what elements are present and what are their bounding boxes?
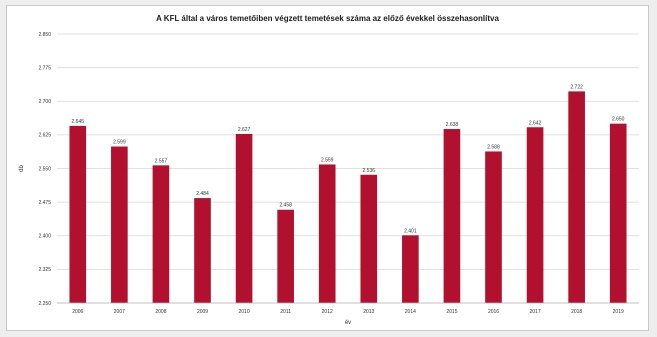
value-label: 2.484 (196, 191, 209, 197)
x-tick-label: 2009 (197, 309, 208, 315)
bar-2017 (526, 127, 544, 304)
y-tick-label: 2.475 (38, 200, 51, 206)
y-axis-label: db (19, 165, 25, 172)
bar-2010 (235, 133, 253, 303)
y-tick-label: 2.700 (38, 99, 51, 105)
value-label: 2.642 (529, 120, 542, 126)
bar-2008 (152, 165, 170, 303)
y-tick-label: 2.400 (38, 234, 51, 240)
x-tick-label: 2008 (155, 309, 166, 315)
y-tick-label: 2.250 (38, 301, 51, 307)
x-tick-label: 2007 (114, 309, 125, 315)
bar-2015 (443, 129, 461, 303)
y-tick-label: 2.850 (38, 32, 51, 38)
value-label: 2.645 (72, 119, 85, 125)
value-label: 2.650 (612, 117, 625, 123)
bar-2012 (318, 164, 336, 303)
bar-2016 (485, 151, 502, 303)
x-tick-label: 2019 (613, 309, 624, 315)
value-label: 2.722 (570, 84, 583, 90)
x-tick-label: 2006 (72, 309, 83, 315)
x-tick-label: 2016 (488, 309, 499, 315)
y-tick-label: 2.625 (38, 133, 51, 139)
bar-2019 (609, 123, 627, 304)
y-tick-label: 2.775 (38, 65, 51, 71)
y-tick-label: 2.325 (38, 267, 51, 273)
value-label: 2.638 (446, 122, 459, 128)
value-label: 2.401 (404, 228, 417, 234)
value-label: 2.557 (155, 158, 168, 164)
x-tick-label: 2011 (280, 309, 291, 315)
value-label: 2.559 (321, 157, 334, 163)
x-tick-label: 2015 (446, 309, 457, 315)
value-label: 2.536 (363, 168, 376, 174)
y-tick-label: 2.550 (38, 166, 51, 172)
chart-frame: A KFL által a város temetőiben végzett t… (6, 5, 649, 331)
value-label: 2.458 (279, 203, 292, 209)
x-tick-label: 2013 (363, 309, 374, 315)
bar-2011 (277, 209, 294, 303)
chart-title: A KFL által a város temetőiben végzett t… (156, 14, 499, 23)
x-tick-label: 2012 (322, 309, 333, 315)
x-tick-label: 2018 (571, 309, 582, 315)
value-label: 2.627 (238, 127, 251, 133)
value-label: 2.588 (487, 144, 500, 150)
bar-2014 (402, 235, 419, 303)
bar-2006 (69, 125, 87, 304)
bar-chart: 2.250 2.325 2.400 2.475 2.550 2.625 2.700 2.775… (19, 32, 639, 326)
bar-2007 (111, 146, 128, 303)
x-axis-label: év (345, 320, 351, 326)
x-tick-label: 2017 (530, 309, 541, 315)
bar-2009 (194, 198, 211, 303)
bar-2013 (360, 174, 378, 303)
value-label: 2.599 (113, 140, 126, 146)
x-tick-label: 2010 (239, 309, 250, 315)
bar-2018 (568, 91, 585, 304)
x-tick-label: 2014 (405, 309, 416, 315)
